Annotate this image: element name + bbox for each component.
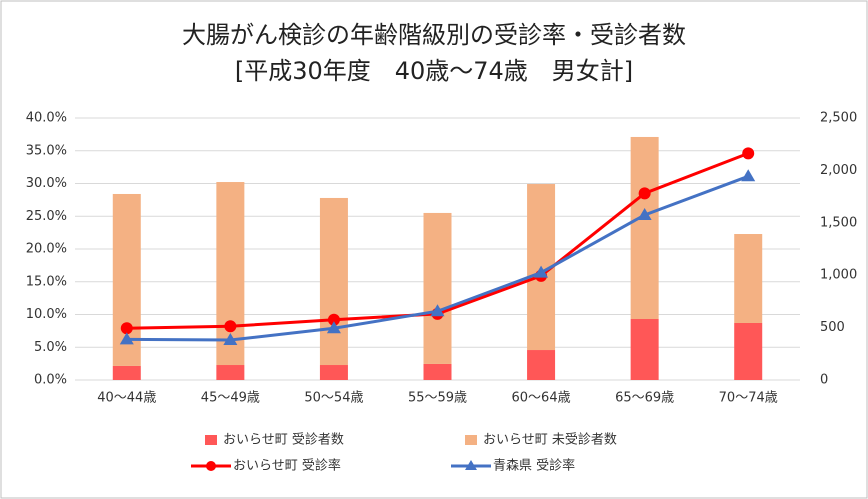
x-tick-label: 65～69歳 xyxy=(615,391,674,406)
legend-swatch xyxy=(205,435,217,445)
x-tick-label: 60～64歳 xyxy=(512,391,571,406)
y-tick-label: 35.0% xyxy=(26,143,67,158)
y-tick-label: 10.0% xyxy=(26,307,67,322)
line-marker xyxy=(224,320,237,333)
bar xyxy=(216,365,245,380)
legend-label: おいらせ町 未受診者数 xyxy=(483,432,617,448)
y2-tick-label: 1,000 xyxy=(820,268,857,283)
legend-swatch xyxy=(465,435,477,445)
line-marker xyxy=(741,169,756,182)
bar xyxy=(630,136,659,320)
y2-tick-label: 500 xyxy=(820,320,845,335)
line-marker xyxy=(637,207,652,220)
legend-marker xyxy=(206,461,216,471)
line-marker xyxy=(119,332,134,345)
x-tick-label: 55～59歳 xyxy=(408,391,467,406)
bar xyxy=(630,319,659,380)
y-tick-label: 30.0% xyxy=(26,176,67,191)
x-tick-label: 50～54歳 xyxy=(304,391,363,406)
bar xyxy=(112,365,141,380)
bar xyxy=(319,365,348,380)
line-marker xyxy=(327,313,340,326)
y2-tick-label: 0 xyxy=(820,373,828,388)
legend-label: おいらせ町 受診者数 xyxy=(223,432,344,448)
y2-tick-label: 1,500 xyxy=(820,215,857,230)
bar xyxy=(734,322,763,380)
y-tick-label: 25.0% xyxy=(26,209,67,224)
y2-tick-label: 2,500 xyxy=(820,111,857,126)
bar xyxy=(423,363,452,380)
bar xyxy=(527,350,556,380)
line-marker xyxy=(430,304,445,317)
x-tick-label: 45～49歳 xyxy=(201,391,260,406)
bar xyxy=(734,234,763,323)
bar xyxy=(319,197,348,366)
chart-title: 大腸がん検診の年齢階級別の受診率・受診者数 xyxy=(182,21,686,49)
legend-label: 青森県 受診率 xyxy=(493,458,575,474)
legend-marker xyxy=(465,460,477,470)
line-marker xyxy=(742,147,755,160)
x-tick-label: 40～44歳 xyxy=(97,391,156,406)
line-marker xyxy=(534,265,549,278)
y2-tick-label: 2,000 xyxy=(820,163,857,178)
y-tick-label: 0.0% xyxy=(34,373,67,388)
x-tick-label: 70～74歳 xyxy=(719,391,778,406)
y-tick-label: 15.0% xyxy=(26,274,67,289)
line-marker xyxy=(326,321,341,334)
y-tick-label: 40.0% xyxy=(26,111,67,126)
legend-label: おいらせ町 受診率 xyxy=(233,458,341,474)
line-marker xyxy=(223,333,238,346)
line-marker xyxy=(120,322,133,335)
y-tick-label: 5.0% xyxy=(34,340,67,355)
chart-subtitle: [平成30年度 40歳～74歳 男女計] xyxy=(235,57,633,85)
bar xyxy=(423,212,452,364)
y-tick-label: 20.0% xyxy=(26,242,67,257)
line-marker xyxy=(638,187,651,200)
